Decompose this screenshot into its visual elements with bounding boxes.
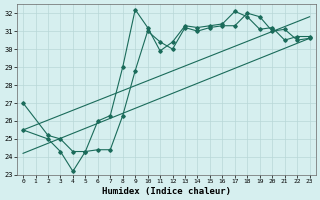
X-axis label: Humidex (Indice chaleur): Humidex (Indice chaleur) [102,187,231,196]
